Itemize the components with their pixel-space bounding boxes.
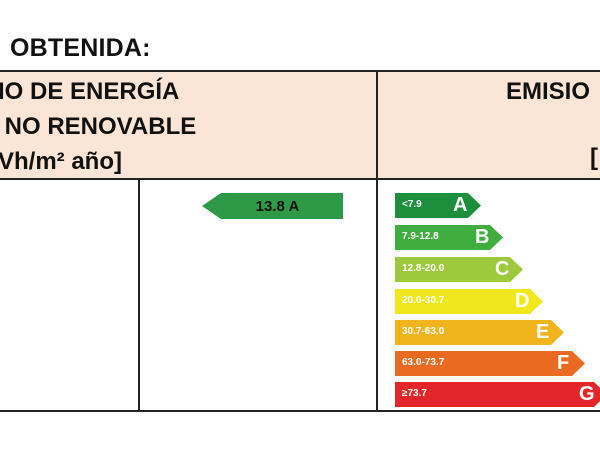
table-column-divider [376,70,378,411]
rating-range-b: 7.9-12.8 [402,231,439,242]
section-title: OBTENIDA: [10,34,151,62]
rating-range-g: ≥73.7 [402,388,427,399]
rating-bar-e: 30.7-63.0 E [395,320,564,345]
table-bottom-border [0,410,600,412]
rating-bar-b: 7.9-12.8 B [395,225,503,250]
header-consumption-line-3: Vh/m² año] [0,148,122,175]
rating-letter-c: C [495,258,510,280]
rating-range-c: 12.8-20.0 [402,263,445,274]
rating-range-f: 63.0-73.7 [402,357,445,368]
rating-range-d: 20.0-30.7 [402,295,445,306]
table-subcolumn-divider [138,178,140,411]
obtained-rating-label: 13.8 A [255,197,300,215]
header-consumption-line-1: IO DE ENERGÍA [0,78,180,105]
table-top-border [0,70,600,72]
rating-range-e: 30.7-63.0 [402,326,445,337]
rating-letter-b: B [475,226,490,248]
header-emissions: EMISIO [506,78,591,105]
header-consumption-line-2: NO RENOVABLE [0,113,197,140]
rating-letter-a: A [453,194,468,216]
rating-letter-e: E [536,321,550,343]
header-emissions-bracket: [ [590,144,598,171]
rating-bar-d: 20.0-30.7 D [395,289,543,314]
rating-bar-a: <7.9 A [395,193,481,218]
rating-range-a: <7.9 [402,199,422,210]
rating-bar-f: 63.0-73.7 F [395,351,585,376]
rating-bar-c: 12.8-20.0 C [395,257,523,282]
rating-letter-g: G [579,383,595,405]
rating-bar-g: ≥73.7 G [395,382,600,407]
table-header-background [0,70,600,178]
header-consumption: IO DE ENERGÍA NO RENOVABLE Vh/m² año] [0,74,196,179]
obtained-rating-arrow: 13.8 A [202,193,343,219]
table-header-divider [0,178,600,180]
rating-letter-d: D [515,290,530,312]
rating-letter-f: F [557,352,570,374]
